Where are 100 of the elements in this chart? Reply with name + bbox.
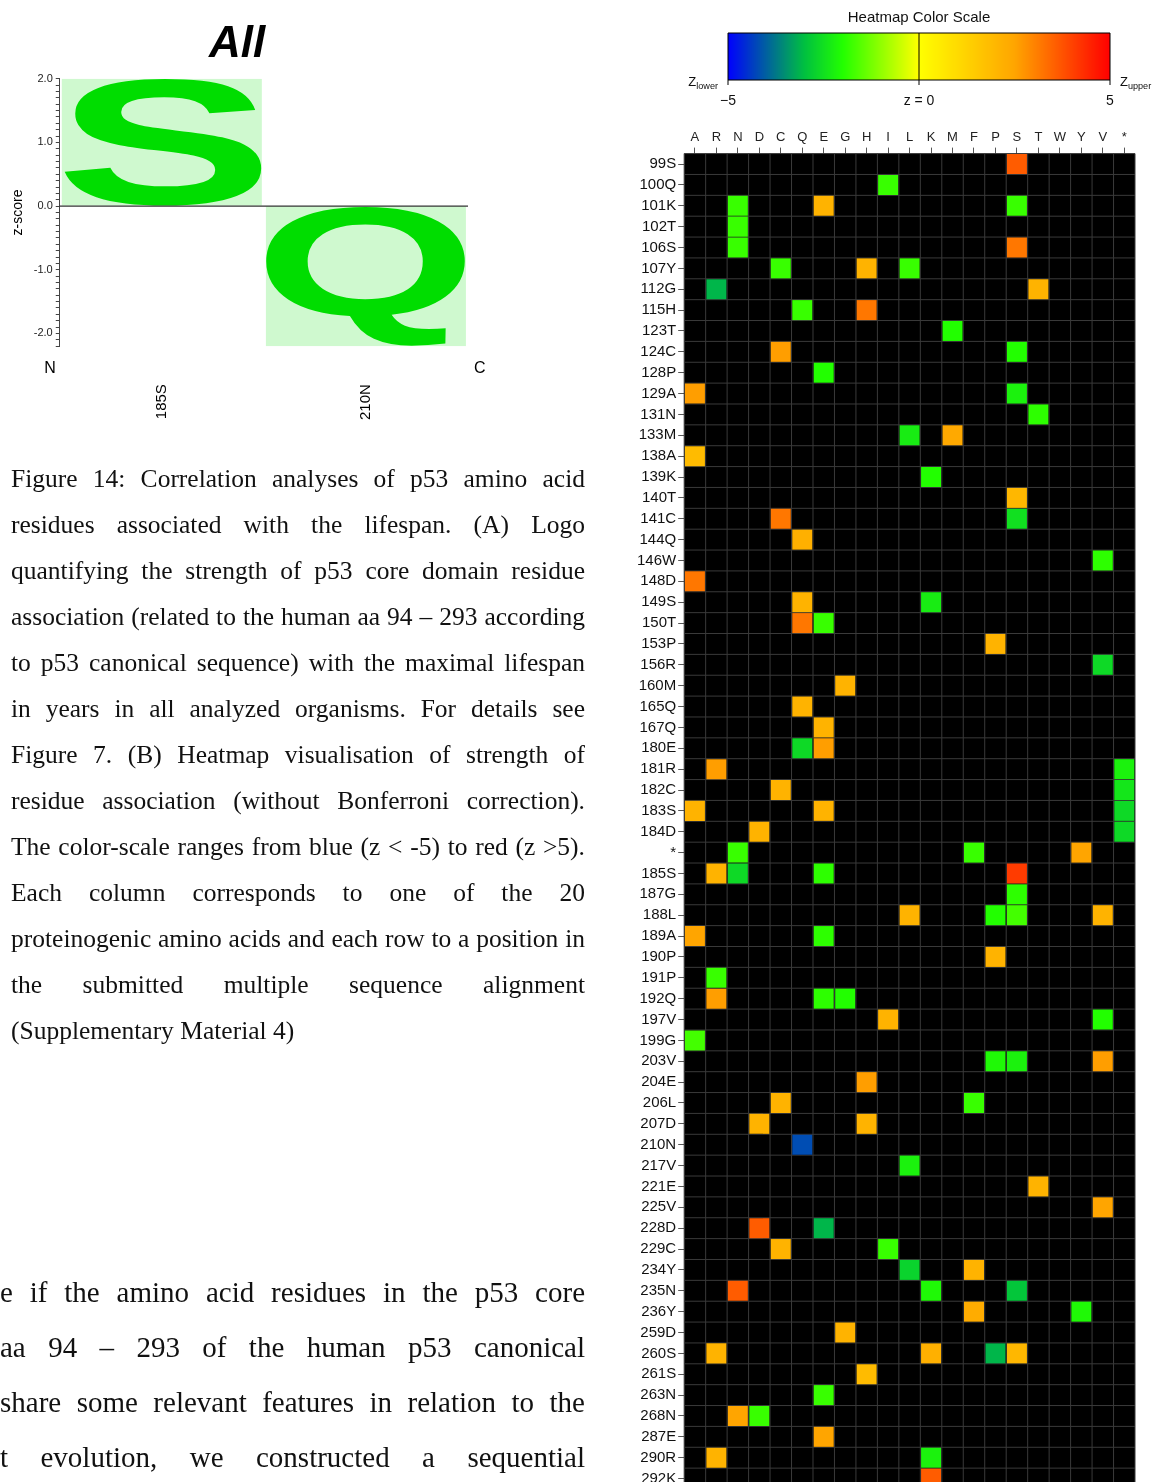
y-tick-label: 115H xyxy=(641,300,677,318)
color-bar-label: z = 0 xyxy=(903,92,935,108)
y-tick-label: 259D xyxy=(640,1322,677,1340)
y-tick-label: 0.0 xyxy=(37,199,53,212)
y-tick-label: 148D xyxy=(640,571,677,589)
y-tick-label: 210N xyxy=(640,1134,677,1152)
y-tick-label: * xyxy=(670,842,677,860)
y-tick-label: 199G xyxy=(639,1030,677,1048)
y-tick-label: 124C xyxy=(640,341,677,359)
y-tick-label: 106S xyxy=(641,237,677,255)
y-tick-label: 197V xyxy=(641,1009,677,1027)
y-tick-label: 189A xyxy=(641,926,677,944)
y-tick-label: 107Y xyxy=(641,258,677,276)
x-tick-label: I xyxy=(886,129,890,145)
y-tick-label: 228D xyxy=(640,1218,677,1236)
y-tick-label: 260S xyxy=(641,1343,677,1361)
color-bar-label: 5 xyxy=(1106,92,1115,108)
y-tick-label: 185S xyxy=(641,863,677,881)
y-tick-label: 180E xyxy=(641,738,677,756)
x-tick-label: M xyxy=(947,129,958,145)
text: C xyxy=(474,358,486,376)
x-tick-label: L xyxy=(905,129,914,145)
y-tick-label: 261S xyxy=(641,1364,677,1382)
y-tick-label: 184D xyxy=(640,821,677,839)
y-tick-label: 206L xyxy=(642,1093,677,1111)
y-tick-label: 140T xyxy=(641,488,677,506)
y-tick-label: 263N xyxy=(640,1385,677,1403)
text: N xyxy=(44,358,56,376)
y-tick-label: -2.0 xyxy=(33,326,53,339)
y-tick-label: 165Q xyxy=(639,696,677,714)
y-tick-label: 203V xyxy=(641,1051,677,1069)
y-tick-label: 190P xyxy=(641,947,677,965)
x-tick-label: D xyxy=(754,129,765,145)
y-tick-label: 192Q xyxy=(639,988,677,1006)
y-tick-label: 182C xyxy=(640,780,677,798)
y-tick-label: -1.0 xyxy=(33,262,53,275)
y-tick-label: 133M xyxy=(638,425,677,443)
y-tick-label: 160M xyxy=(638,675,677,693)
y-tick-label: 138A xyxy=(641,446,677,464)
y-tick-label: 225V xyxy=(641,1197,677,1215)
x-tick-label: G xyxy=(840,129,851,145)
y-tick-label: 221E xyxy=(641,1176,677,1194)
x-tick-label: K xyxy=(926,129,936,145)
x-tick-label: R xyxy=(711,129,722,145)
y-tick-label: 149S xyxy=(641,592,677,610)
x-tick-label: E xyxy=(819,129,829,145)
text: Figure 14: Correlation analyses of p53 amino acid residues associated with the lifespan. (A) Logo quantifying the strength of p53 core domain residue association (related to the human aa 94 – 293 according to p53 canonical sequence) with the maximal lifespan in years in all analyzed organisms. For details see Figure 7. (B) Heatmap visualisation of strength of residue association (without Bonferroni correction). The color-scale ranges from blue (z < -5) to red (z >5). Each column corresponds to one of the 20 proteinogenic amino acids and each row to a position in the submitted multiple sequence alignment (Supplementary Material 4) xyxy=(11,464,585,1045)
y-tick-label: 144Q xyxy=(639,529,677,547)
x-tick-label: P xyxy=(991,129,1000,145)
x-tick-label: Y xyxy=(1077,129,1086,145)
y-tick-label: 1.0 xyxy=(37,135,53,148)
y-tick-label: 181R xyxy=(640,759,677,777)
y-tick-label: 167Q xyxy=(639,717,677,735)
y-tick-label: 139K xyxy=(641,467,677,485)
y-tick-label: 153P xyxy=(641,634,677,652)
y-axis-title: z-score xyxy=(9,189,26,236)
y-tick-label: 100Q xyxy=(639,175,677,193)
y-tick-label: 150T xyxy=(641,613,677,631)
y-tick-label: 207D xyxy=(640,1113,677,1131)
y-tick-label: 102T xyxy=(641,216,677,234)
y-tick-label: 129A xyxy=(641,383,677,401)
color-bar-title: Heatmap Color Scale xyxy=(847,8,991,25)
x-tick-label: F xyxy=(970,129,979,145)
y-tick-label: 188L xyxy=(642,905,677,923)
x-tick-label: Q xyxy=(797,129,808,145)
y-tick-label: 236Y xyxy=(641,1301,677,1319)
y-tick-label: 2.0 xyxy=(37,71,53,84)
y-tick-label: 287E xyxy=(641,1426,677,1444)
y-tick-label: 234Y xyxy=(641,1260,677,1278)
y-tick-label: 191P xyxy=(641,967,677,985)
x-tick-label: A xyxy=(690,129,700,145)
x-tick-label: * xyxy=(1121,129,1127,145)
x-tick-label: H xyxy=(861,129,872,145)
y-tick-label: 146W xyxy=(637,550,678,568)
y-tick-label: 128P xyxy=(641,362,677,380)
y-tick-label: 204E xyxy=(641,1072,677,1090)
y-tick-label: 112G xyxy=(640,279,677,297)
y-tick-label: 183S xyxy=(641,801,677,819)
y-tick-label: 229C xyxy=(640,1239,677,1257)
text: aa 94 – 293 of the human p53 canonical xyxy=(0,1330,585,1365)
y-tick-label: 131N xyxy=(640,404,677,422)
color-bar-label: −5 xyxy=(720,92,737,108)
y-tick-label: 217V xyxy=(641,1155,677,1173)
x-tick-label: V xyxy=(1098,129,1108,145)
x-tick-label: W xyxy=(1053,129,1067,145)
y-tick-label: 141C xyxy=(640,508,677,526)
y-tick-label: 101K xyxy=(641,195,677,213)
y-tick-label: 268N xyxy=(640,1406,677,1424)
y-tick-label: 187G xyxy=(639,884,677,902)
y-tick-label: 290R xyxy=(640,1447,677,1465)
x-tick-label: S xyxy=(1012,129,1022,145)
x-tick-label: C xyxy=(776,129,786,145)
x-tick-label: T xyxy=(1034,129,1043,145)
y-tick-label: 235N xyxy=(640,1280,677,1298)
y-tick-label: 292K xyxy=(641,1468,677,1482)
x-tick-label: N xyxy=(733,129,743,145)
text: share some relevant features in relation to the xyxy=(0,1385,585,1420)
y-tick-label: 156R xyxy=(640,654,677,672)
y-tick-label: 99S xyxy=(649,154,677,172)
y-tick-label: 123T xyxy=(641,321,677,339)
